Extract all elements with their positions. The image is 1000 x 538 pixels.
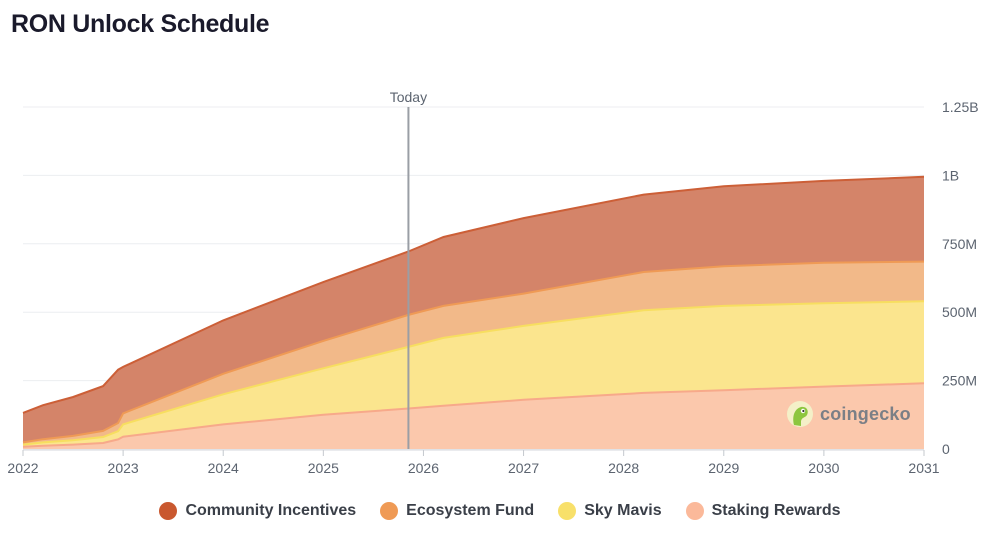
watermark-text: coingecko <box>820 403 911 424</box>
chart-title: RON Unlock Schedule <box>11 10 270 38</box>
legend-item-sky-mavis[interactable]: Sky Mavis <box>558 502 662 520</box>
legend: Community Incentives Ecosystem Fund Sky … <box>0 498 1000 524</box>
coingecko-watermark: coingecko <box>786 400 911 428</box>
y-tick-label: 750M <box>942 236 977 252</box>
y-tick-label: 1.25B <box>942 99 979 115</box>
legend-item-community-incentives[interactable]: Community Incentives <box>159 502 356 520</box>
legend-swatch <box>159 502 178 520</box>
area-sky-mavis <box>23 301 924 447</box>
x-tick-label: 2028 <box>608 460 639 476</box>
y-tick-label: 0 <box>942 441 950 457</box>
area-staking-rewards <box>23 383 924 449</box>
legend-swatch <box>558 502 577 520</box>
y-axis: 0 250M 500M 750M 1B 1.25B <box>942 99 979 457</box>
line-ecosystem-fund <box>22 260 925 444</box>
x-tick-label: 2022 <box>7 460 38 476</box>
x-axis: 2022 2023 2024 2025 2026 2027 2028 2029 2030 2031 <box>7 449 940 476</box>
line-sky-mavis <box>22 300 925 446</box>
legend-label: Sky Mavis <box>584 502 662 519</box>
today-label: Today <box>390 89 427 105</box>
x-tick-label: 2024 <box>208 460 239 476</box>
coingecko-logo-icon <box>787 401 813 427</box>
x-tick-label: 2023 <box>108 460 139 476</box>
y-tick-label: 500M <box>942 304 977 320</box>
line-staking-rewards <box>22 382 925 448</box>
x-tick-label: 2030 <box>808 460 839 476</box>
x-tick-label: 2025 <box>308 460 339 476</box>
y-tick-label: 1B <box>942 167 959 183</box>
legend-swatch <box>685 502 704 520</box>
legend-swatch <box>380 502 399 520</box>
legend-item-staking-rewards[interactable]: Staking Rewards <box>685 502 841 520</box>
series-lines <box>22 175 925 448</box>
x-tick-label: 2031 <box>908 460 939 476</box>
area-community-incentives <box>23 176 924 443</box>
legend-label: Community Incentives <box>185 502 357 519</box>
legend-label: Ecosystem Fund <box>406 502 535 519</box>
legend-label: Staking Rewards <box>711 502 841 519</box>
today-marker: Today <box>390 89 427 449</box>
x-tick-label: 2027 <box>508 460 539 476</box>
line-community-incentives <box>22 175 925 414</box>
x-tick-label: 2029 <box>708 460 739 476</box>
x-tick-label: 2026 <box>408 460 439 476</box>
legend-item-ecosystem-fund[interactable]: Ecosystem Fund <box>380 502 534 520</box>
y-tick-label: 250M <box>942 373 977 389</box>
